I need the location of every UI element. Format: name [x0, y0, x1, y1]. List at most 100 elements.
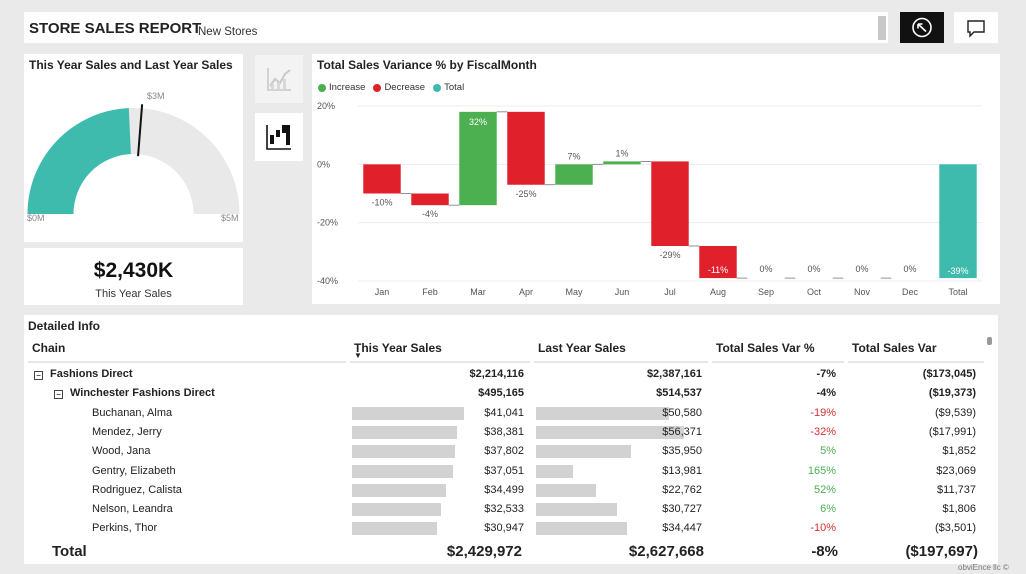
waterfall-chart-button[interactable]: [255, 113, 303, 161]
var-cell: ($3,501): [935, 522, 976, 535]
waterfall-bar-total[interactable]: [939, 164, 977, 279]
page-subtitle: New Stores: [198, 26, 258, 38]
x-tick-label: Mar: [470, 287, 486, 297]
this-year-sales-cell: $32,533: [484, 503, 524, 516]
data-label: 0%: [903, 264, 916, 274]
table-row[interactable]: Mendez, Jerry $38,381 $56,371 -32% ($17,991): [24, 423, 984, 442]
gauge-target-marker: [137, 104, 144, 157]
table-row[interactable]: Buchanan, Alma $41,041 $50,580 -19% ($9,539): [24, 404, 984, 423]
this-year-sales-cell: $37,051: [484, 464, 524, 477]
x-tick-label: Sep: [758, 287, 774, 297]
table-row[interactable]: − Fashions Direct $2,214,116 $2,387,161 -7% (…: [24, 365, 984, 384]
last-year-databar: [536, 445, 631, 459]
this-year-sales-cell: $2,214,116: [469, 368, 524, 380]
var-pct-cell: 165%: [807, 464, 836, 477]
header-scrollbar[interactable]: [878, 16, 886, 40]
data-label: -25%: [515, 189, 536, 199]
x-tick-label: Total: [948, 287, 967, 297]
last-year-databar: [536, 406, 669, 420]
this-year-sales-cell: $495,165: [478, 387, 524, 400]
line-chart-button[interactable]: [255, 55, 303, 103]
waterfall-bar-mar[interactable]: [459, 111, 497, 206]
waterfall-title: Total Sales Variance % by FiscalMonth: [317, 58, 537, 72]
waterfall-bar-jan[interactable]: [363, 164, 401, 194]
table-row[interactable]: − Winchester Fashions Direct $495,165 $514,…: [24, 384, 984, 403]
last-year-databar: [536, 483, 596, 497]
waterfall-bar-jul[interactable]: [651, 161, 689, 246]
waterfall-bar-may[interactable]: [555, 164, 593, 185]
scrollbar-thumb[interactable]: [987, 337, 992, 345]
x-tick-label: Aug: [710, 287, 726, 297]
data-label: 7%: [567, 151, 580, 161]
x-tick-label: Feb: [422, 287, 438, 297]
column-header-2[interactable]: Last Year Sales: [534, 337, 708, 363]
waterfall-plot: 20% 0% -20% -40% -10% Jan -4% Feb 32% Mar -25% Apr 7…: [317, 101, 982, 297]
column-header-1[interactable]: This Year Sales ▼: [350, 337, 530, 363]
kpi-caption: This Year Sales: [95, 288, 172, 300]
gauge-target-label: $3M: [147, 91, 165, 101]
total-var: ($197,697): [905, 543, 978, 560]
this-year-sales-cell: $30,947: [484, 522, 524, 535]
gauge-title: This Year Sales and Last Year Sales: [29, 58, 233, 72]
last-year-sales-cell: $2,387,161: [646, 368, 702, 380]
column-header-0[interactable]: Chain: [28, 337, 346, 363]
data-label: 0%: [855, 264, 868, 274]
page-title: STORE SALES REPORT: [29, 20, 202, 37]
back-button[interactable]: [900, 12, 944, 43]
table-row[interactable]: Perkins, Thor $30,947 $34,447 -10% ($3,501): [24, 519, 984, 538]
waterfall-bar-feb[interactable]: [411, 193, 449, 206]
last-year-sales-cell: $514,537: [656, 387, 702, 400]
collapse-icon[interactable]: −: [34, 371, 43, 380]
column-header-3[interactable]: Total Sales Var %: [712, 337, 844, 363]
waterfall-bar-jun[interactable]: [603, 161, 641, 165]
this-year-sales-cell: $34,499: [484, 483, 524, 496]
waterfall-bar-apr[interactable]: [507, 111, 545, 185]
table-row[interactable]: Rodriguez, Calista $34,499 $22,762 52% $11,7…: [24, 481, 984, 500]
y-tick-label: -20%: [317, 218, 338, 228]
this-year-databar: [352, 483, 446, 497]
var-cell: ($19,373): [928, 387, 976, 400]
data-label: 1%: [615, 148, 628, 158]
data-label: 32%: [469, 117, 487, 127]
last-year-databar: [536, 425, 684, 439]
gauge-max-label: $5M: [221, 213, 239, 223]
last-year-sales-cell: $34,447: [662, 522, 702, 535]
x-tick-label: Jul: [664, 287, 676, 297]
collapse-icon[interactable]: −: [54, 390, 63, 400]
x-tick-label: Apr: [519, 287, 533, 297]
table-row[interactable]: Gentry, Elizabeth $37,051 $13,981 165% $23,0…: [24, 462, 984, 481]
detail-table: Detailed Info Chain This Year Sales ▼ Last …: [24, 315, 998, 564]
comment-button[interactable]: [954, 12, 998, 43]
total-label: Total: [52, 543, 87, 560]
chart-legend: Increase Decrease Total: [318, 82, 464, 93]
gauge-min-label: $0M: [27, 213, 45, 223]
table-row[interactable]: Nelson, Leandra $32,533 $30,727 6% $1,806: [24, 500, 984, 519]
legend-item-increase[interactable]: Increase: [318, 82, 365, 93]
table-header-row: Chain This Year Sales ▼ Last Year Sales Tota…: [24, 337, 998, 363]
legend-item-decrease[interactable]: Decrease: [373, 82, 425, 93]
row-name: Mendez, Jerry: [92, 425, 162, 438]
last-year-sales-cell: $22,762: [662, 483, 702, 496]
table-row[interactable]: Wood, Jana $37,802 $35,950 5% $1,852: [24, 442, 984, 461]
legend-dot-total: [433, 83, 442, 92]
table-scrollbar[interactable]: [986, 337, 994, 537]
legend-item-total[interactable]: Total: [433, 82, 464, 93]
x-tick-label: Jan: [375, 287, 390, 297]
legend-label: Increase: [329, 82, 366, 93]
this-year-databar: [352, 522, 437, 536]
this-year-sales-cell: $41,041: [484, 406, 524, 419]
data-label: -4%: [422, 209, 438, 219]
data-label: -29%: [659, 250, 680, 260]
var-pct-cell: -19%: [810, 406, 836, 419]
column-header-4[interactable]: Total Sales Var: [848, 337, 984, 363]
x-tick-label: Jun: [615, 287, 630, 297]
waterfall-bar-aug[interactable]: [699, 246, 737, 279]
row-name: Perkins, Thor: [92, 522, 158, 535]
var-pct-cell: -10%: [810, 522, 836, 535]
total-var-pct: -8%: [811, 543, 838, 560]
last-year-databar: [536, 503, 617, 517]
data-label: 0%: [807, 264, 820, 274]
row-name: Nelson, Leandra: [92, 503, 173, 516]
data-label: -10%: [371, 198, 392, 208]
gauge-card: This Year Sales and Last Year Sales $0M …: [24, 54, 243, 242]
